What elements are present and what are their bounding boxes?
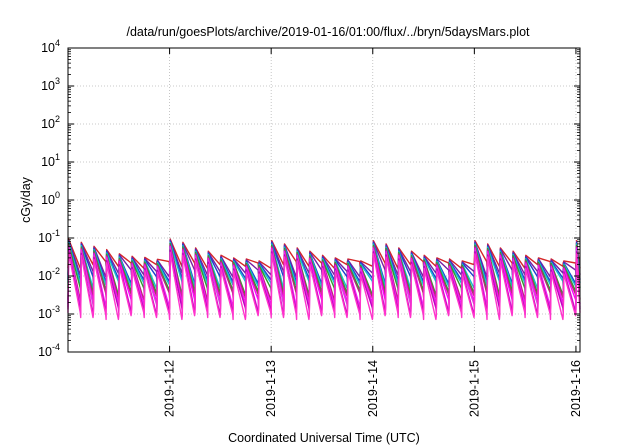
x-axis: 2019-1-12 2019-1-13 2019-1-14 2019-1-15 2019…	[163, 48, 583, 417]
y-axis-label: cGy/day	[19, 176, 33, 223]
y-tick-label: 10-2	[38, 266, 60, 283]
chart-title: /data/run/goesPlots/archive/2019-01-16/0…	[126, 25, 530, 39]
y-tick-exponent: 4	[55, 38, 60, 48]
y-tick-label: 10-1	[38, 228, 60, 245]
y-tick-base: 10	[38, 345, 52, 359]
y-tick-label: 102	[41, 114, 60, 131]
y-tick-label: 103	[41, 76, 60, 93]
y-tick-base: 10	[41, 155, 55, 169]
y-tick-base: 10	[38, 231, 52, 245]
y-tick-base: 10	[41, 193, 55, 207]
y-tick-base: 10	[38, 307, 52, 321]
x-tick-label: 2019-1-16	[569, 360, 583, 417]
y-tick-base: 10	[41, 79, 55, 93]
y-tick-label: 100	[41, 190, 60, 207]
y-tick-base: 10	[41, 41, 55, 55]
y-tick-base: 10	[41, 117, 55, 131]
y-tick-label: 101	[41, 152, 60, 169]
y-tick-label: 104	[41, 38, 60, 55]
series-group	[67, 238, 581, 321]
y-tick-exponent: 2	[55, 114, 60, 124]
y-tick-label: 10-3	[38, 304, 60, 321]
y-tick-exponent: 0	[55, 190, 60, 200]
x-axis-label: Coordinated Universal Time (UTC)	[228, 431, 420, 445]
x-tick-label: 2019-1-13	[264, 360, 278, 417]
y-tick-label: 10-4	[38, 342, 60, 359]
y-tick-base: 10	[38, 269, 52, 283]
x-tick-label: 2019-1-12	[163, 360, 177, 417]
y-tick-exponent: -4	[52, 342, 60, 352]
y-tick-exponent: -2	[52, 266, 60, 276]
y-tick-exponent: 1	[55, 152, 60, 162]
y-tick-exponent: -3	[52, 304, 60, 314]
y-tick-exponent: -1	[52, 228, 60, 238]
series-line	[67, 251, 581, 321]
x-tick-label: 2019-1-14	[366, 360, 380, 417]
y-tick-exponent: 3	[55, 76, 60, 86]
x-tick-label: 2019-1-15	[467, 360, 481, 417]
